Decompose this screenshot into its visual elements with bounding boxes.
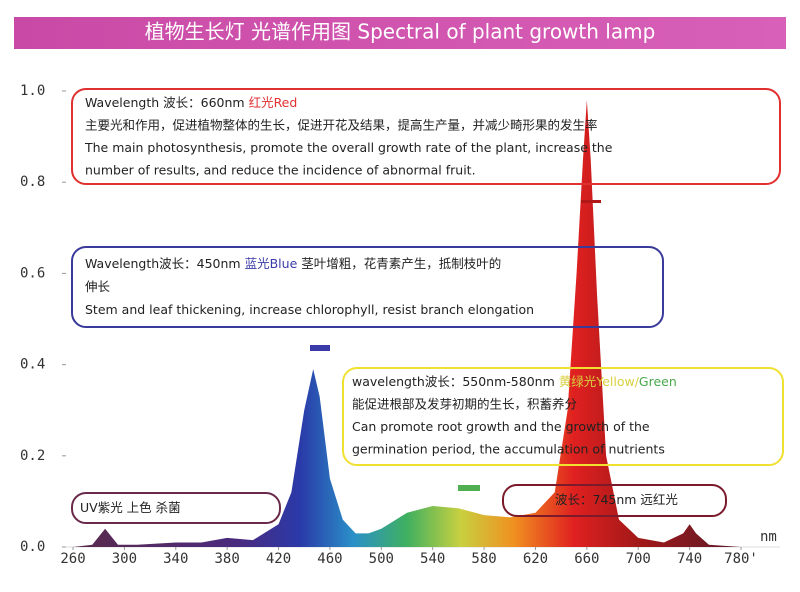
annotation-segment: wavelength波长：550nm-580nm bbox=[352, 374, 559, 389]
annotation-segment: The main photosynthesis, promote the ove… bbox=[84, 140, 613, 155]
title-banner bbox=[14, 17, 786, 49]
annotation-text: 能促进根部及发芽初期的生长，积蓄养分 bbox=[352, 396, 577, 411]
annotation-box bbox=[71, 492, 281, 524]
annotation-box bbox=[502, 484, 727, 517]
annotation-box bbox=[71, 246, 664, 328]
annotation-text: Wavelength 波长：660nm 红光Red bbox=[85, 95, 297, 110]
plot: 0.0 0.2 0.4 0.6 0.8 1.0 260 300 340 380 420 460 500 5… bbox=[20, 83, 780, 567]
annotation-segment: Wavelength 波长：660nm bbox=[85, 95, 249, 110]
x-tick-label: 740 bbox=[677, 551, 702, 567]
x-tick-label: 580 bbox=[471, 551, 496, 567]
y-tick-label: 0.4 bbox=[20, 357, 45, 373]
x-tick-label: 420 bbox=[266, 551, 291, 567]
annotation-text: number of results, and reduce the incide… bbox=[85, 162, 476, 177]
x-tick-label: 500 bbox=[369, 551, 394, 567]
x-tick-label: 460 bbox=[317, 551, 342, 567]
annotation-segment: germination period, the accumulation of … bbox=[352, 441, 665, 456]
annotation-text: Can promote root growth and the growth o… bbox=[352, 419, 650, 434]
y-tick-label: 0.8 bbox=[20, 174, 45, 190]
annotation-box bbox=[342, 367, 784, 466]
x-tick-label: 620 bbox=[523, 551, 548, 567]
annotations: Wavelength 波长：660nm 红光Red 主要光和作用，促进植物整体的生… bbox=[71, 88, 784, 524]
annotation-segment: Can promote root growth and the growth o… bbox=[352, 419, 650, 434]
annotation-segment: 能促进根部及发芽初期的生长，积蓄养分 bbox=[352, 396, 577, 411]
annotation-segment: 蓝光Blue bbox=[245, 256, 298, 271]
annotation-text: 主要光和作用，促进植物整体的生长，促进开花及结果，提高生产量，并减少畸形果的发生… bbox=[85, 117, 598, 132]
annotation-segment: 波长：745nm 远红光 bbox=[555, 492, 678, 507]
marker bbox=[581, 200, 601, 203]
y-tick-label: 1.0 bbox=[20, 83, 45, 99]
annotation-text: UV紫光 上色 杀菌 bbox=[80, 500, 181, 515]
annotation-segment: UV紫光 上色 杀菌 bbox=[80, 500, 181, 515]
annotation-text: germination period, the accumulation of … bbox=[352, 441, 665, 456]
x-tick-label: 700 bbox=[626, 551, 651, 567]
x-tick-label: 260 bbox=[60, 551, 85, 567]
annotation-text: 波长：745nm 远红光 bbox=[555, 492, 678, 507]
annotation-segment: number of results, and reduce the incide… bbox=[85, 162, 476, 177]
annotation-segment: Green bbox=[639, 374, 677, 389]
annotation-segment: 黄绿光Yellow/ bbox=[559, 374, 640, 389]
annotation-text: wavelength波长：550nm-580nm 黄绿光Yellow/Green bbox=[352, 374, 677, 389]
annotation-text: Stem and leaf thickening, increase chlor… bbox=[85, 302, 534, 317]
annotation-segment: 红光Red bbox=[249, 95, 298, 110]
annotation-text: Wavelength波长：450nm 蓝光Blue 茎叶增粗，花青素产生，抵制枝… bbox=[85, 256, 501, 271]
y-tick-label: 0.0 bbox=[20, 539, 45, 555]
annotation-segment: 主要光和作用，促进植物整体的生长，促进开花及结果，提高生产量，并减少畸形果的发生… bbox=[85, 117, 598, 132]
annotation-box bbox=[71, 88, 781, 185]
y-tick-label: 0.6 bbox=[20, 265, 45, 281]
annotation-segment: 伸长 bbox=[85, 279, 111, 294]
annotation-text: 伸长 bbox=[85, 279, 111, 294]
chart-title: 植物生长灯 光谱作用图 Spectral of plant growth lam… bbox=[145, 20, 656, 44]
x-tick-label: 340 bbox=[163, 551, 188, 567]
x-tick-label: 300 bbox=[112, 551, 137, 567]
x-tick-label: 540 bbox=[420, 551, 445, 567]
x-tick-label: 780' bbox=[724, 551, 758, 567]
x-tick-label: 660 bbox=[574, 551, 599, 567]
spectrum-area bbox=[73, 100, 741, 548]
annotation-text: The main photosynthesis, promote the ove… bbox=[84, 140, 613, 155]
x-tick-label: 380 bbox=[215, 551, 240, 567]
x-unit: nm bbox=[760, 529, 777, 545]
annotation-segment: Stem and leaf thickening, increase chlor… bbox=[85, 302, 534, 317]
annotation-segment: 茎叶增粗，花青素产生，抵制枝叶的 bbox=[297, 256, 501, 271]
marker bbox=[310, 345, 330, 351]
marker bbox=[458, 485, 480, 491]
annotation-segment: Wavelength波长：450nm bbox=[85, 256, 245, 271]
y-tick-label: 0.2 bbox=[20, 448, 45, 464]
